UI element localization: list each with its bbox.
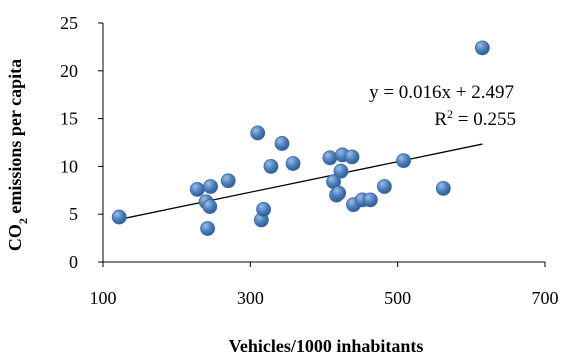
data-point xyxy=(202,199,218,214)
data-point xyxy=(203,179,218,194)
data-point xyxy=(274,136,290,151)
data-point xyxy=(474,40,490,56)
x-tick-label: 500 xyxy=(384,288,411,308)
data-points xyxy=(111,40,490,236)
y-tick-label: 25 xyxy=(60,13,78,33)
x-ticks: 100 300 500 700 xyxy=(90,262,559,308)
data-point xyxy=(220,173,236,189)
data-point xyxy=(189,181,205,197)
trendline xyxy=(119,143,483,221)
data-point xyxy=(256,202,271,217)
data-point xyxy=(263,158,279,174)
data-point xyxy=(333,163,349,179)
x-tick-label: 100 xyxy=(90,288,117,308)
y-tick-label: 0 xyxy=(69,252,78,272)
data-point xyxy=(285,156,301,171)
data-point xyxy=(363,192,378,208)
axes xyxy=(102,23,545,263)
y-tick-label: 20 xyxy=(60,61,78,81)
data-point xyxy=(435,180,451,196)
x-tick-label: 700 xyxy=(532,288,559,308)
y-axis-title: CO2 emissions per capita xyxy=(5,59,30,251)
data-point xyxy=(331,185,347,201)
data-point xyxy=(200,221,216,236)
x-tick-label: 300 xyxy=(237,288,264,308)
x-axis-title: Vehicles/1000 inhabitants xyxy=(229,336,424,356)
data-point xyxy=(322,150,338,166)
y-ticks: 0 5 10 15 20 25 xyxy=(60,13,103,272)
r-squared-label: R2 = 0.255 xyxy=(434,107,516,130)
data-point xyxy=(396,153,411,169)
trendline-group xyxy=(119,143,483,221)
y-tick-label: 5 xyxy=(69,204,78,224)
data-point xyxy=(344,149,360,165)
data-point xyxy=(377,179,392,194)
data-point xyxy=(250,125,266,141)
trendline-equation: y = 0.016x + 2.497 xyxy=(369,82,514,103)
data-point xyxy=(111,209,127,225)
y-tick-label: 10 xyxy=(60,156,78,176)
y-tick-label: 15 xyxy=(60,109,78,129)
